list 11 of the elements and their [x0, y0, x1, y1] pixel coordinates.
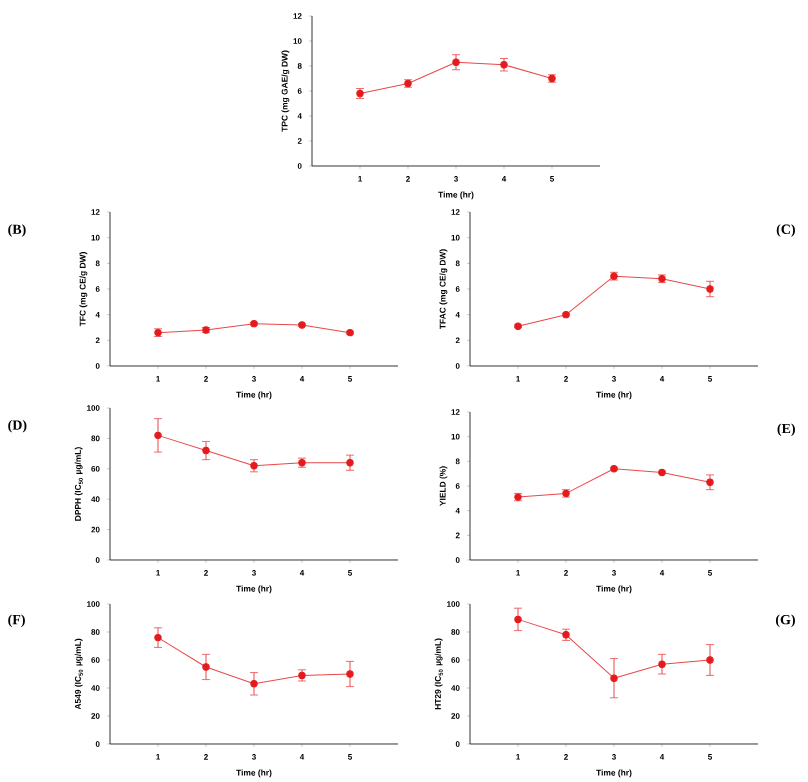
point [706, 656, 714, 664]
point [706, 285, 714, 293]
point [250, 680, 258, 688]
point [610, 674, 618, 682]
point [154, 633, 162, 642]
point [202, 446, 210, 455]
point [202, 663, 210, 671]
point [514, 615, 522, 624]
point [154, 431, 162, 440]
point [658, 660, 666, 668]
point [346, 670, 354, 678]
